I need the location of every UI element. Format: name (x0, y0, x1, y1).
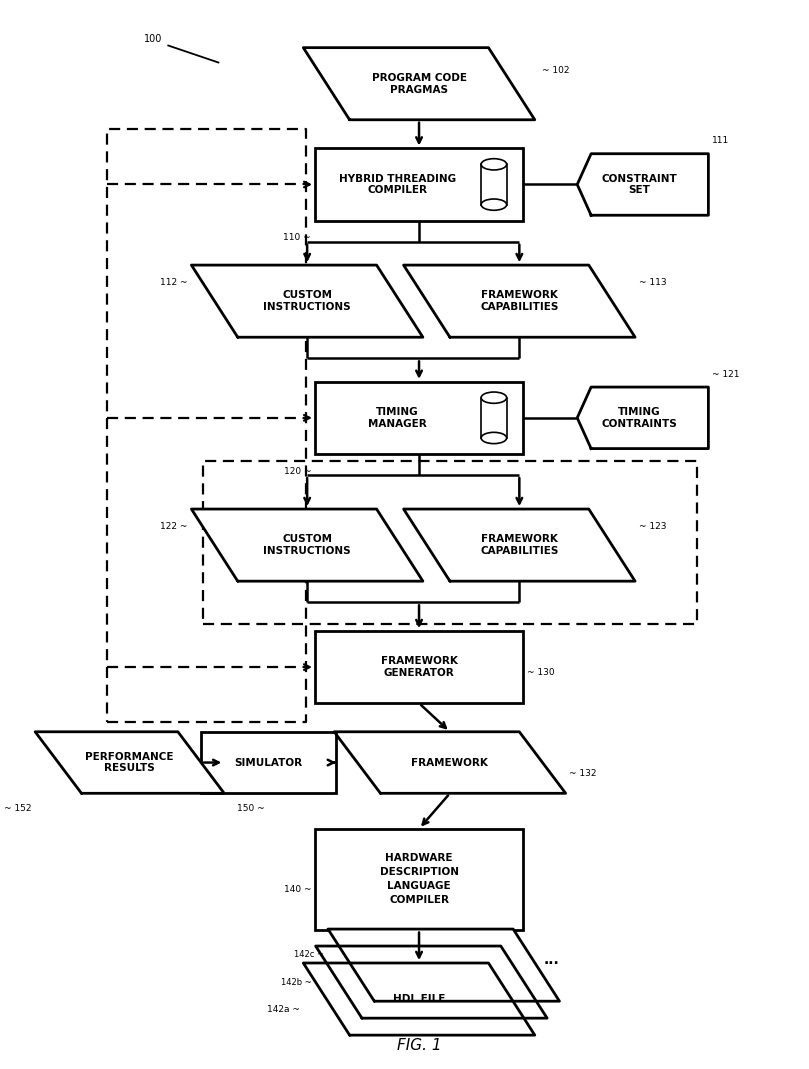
Polygon shape (404, 265, 635, 337)
Ellipse shape (481, 199, 506, 211)
Text: FRAMEWORK
GENERATOR: FRAMEWORK GENERATOR (380, 656, 457, 678)
Text: HYBRID THREADING
COMPILER: HYBRID THREADING COMPILER (339, 173, 456, 196)
Text: 142c ~: 142c ~ (294, 950, 324, 959)
Text: TIMING
MANAGER: TIMING MANAGER (368, 407, 427, 429)
Polygon shape (316, 946, 547, 1018)
Polygon shape (577, 387, 709, 449)
Text: 120 ~: 120 ~ (283, 466, 311, 476)
Text: 150 ~: 150 ~ (237, 804, 265, 812)
Bar (315, 149, 523, 220)
Text: 140 ~: 140 ~ (283, 885, 311, 895)
Text: TIMING
CONTRAINTS: TIMING CONTRAINTS (601, 407, 677, 429)
Text: FRAMEWORK: FRAMEWORK (412, 758, 489, 768)
Text: ~ 132: ~ 132 (570, 769, 597, 777)
Text: 112 ~: 112 ~ (160, 278, 188, 286)
Text: ~ 102: ~ 102 (543, 66, 570, 76)
Text: PROGRAM CODE
PRAGMAS: PROGRAM CODE PRAGMAS (371, 73, 467, 94)
Polygon shape (577, 154, 709, 215)
Ellipse shape (481, 158, 506, 170)
Ellipse shape (481, 392, 506, 403)
Text: CUSTOM
INSTRUCTIONS: CUSTOM INSTRUCTIONS (264, 534, 351, 556)
Polygon shape (192, 509, 423, 582)
Text: FRAMEWORK
CAPABILITIES: FRAMEWORK CAPABILITIES (481, 291, 558, 312)
Text: CUSTOM
INSTRUCTIONS: CUSTOM INSTRUCTIONS (264, 291, 351, 312)
Ellipse shape (481, 432, 506, 444)
Polygon shape (35, 732, 224, 793)
Text: ~ 121: ~ 121 (712, 370, 739, 378)
Polygon shape (303, 963, 535, 1035)
Polygon shape (334, 732, 565, 793)
Text: 100: 100 (144, 34, 162, 44)
Text: ~ 113: ~ 113 (639, 278, 667, 286)
Text: HARDWARE
DESCRIPTION
LANGUAGE
COMPILER: HARDWARE DESCRIPTION LANGUAGE COMPILER (379, 853, 459, 905)
Text: FIG. 1: FIG. 1 (396, 1038, 442, 1053)
Bar (315, 631, 523, 703)
Bar (315, 382, 523, 454)
Text: HDL FILE: HDL FILE (393, 994, 445, 1004)
Polygon shape (192, 265, 423, 337)
Text: PERFORMANCE
RESULTS: PERFORMANCE RESULTS (86, 752, 174, 773)
Bar (315, 828, 523, 930)
Text: ~ 130: ~ 130 (527, 668, 555, 677)
Text: 142a ~: 142a ~ (266, 1005, 299, 1014)
Text: SIMULATOR: SIMULATOR (235, 758, 303, 768)
Polygon shape (404, 509, 635, 582)
Text: CONSTRAINT
SET: CONSTRAINT SET (601, 173, 677, 196)
Polygon shape (328, 929, 560, 1002)
Text: ~ 152: ~ 152 (4, 804, 32, 812)
Text: ...: ... (544, 952, 560, 966)
Text: 122 ~: 122 ~ (160, 522, 188, 530)
Text: 142b ~: 142b ~ (281, 978, 311, 987)
Text: ~ 123: ~ 123 (639, 522, 667, 530)
Text: 110 ~: 110 ~ (283, 233, 311, 243)
Polygon shape (303, 48, 535, 120)
Text: 111: 111 (712, 136, 730, 145)
Text: FRAMEWORK
CAPABILITIES: FRAMEWORK CAPABILITIES (481, 534, 558, 556)
Bar (201, 732, 336, 793)
